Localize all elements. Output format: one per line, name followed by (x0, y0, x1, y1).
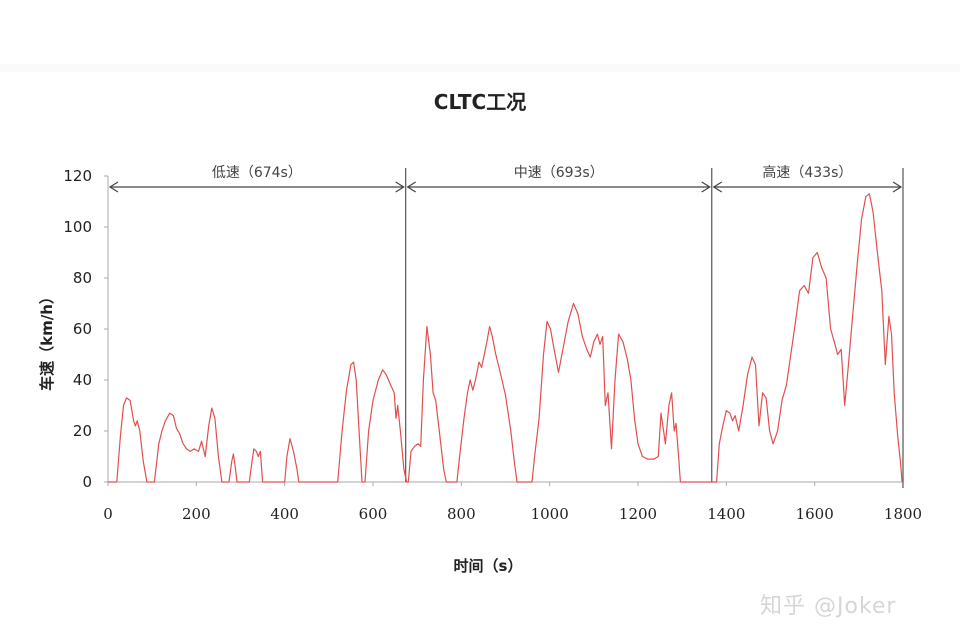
chart-title: CLTC工况 (433, 90, 527, 114)
y-ticks: 0 20 40 60 80 100 120 (63, 167, 108, 491)
x-tick-label: 600 (359, 505, 388, 523)
y-tick-label: 40 (73, 371, 92, 389)
watermark: 知乎 @Joker (760, 594, 897, 619)
y-tick-label: 0 (82, 473, 92, 491)
y-tick-label: 80 (73, 269, 92, 287)
x-axis-label: 时间（s） (454, 557, 523, 575)
arrow-left-icon (712, 181, 723, 193)
y-tick-label: 100 (63, 218, 92, 236)
x-tick-label: 1200 (619, 505, 657, 523)
x-tick-label: 800 (447, 505, 476, 523)
arrow-right-icon (701, 181, 711, 193)
background-band (0, 64, 960, 72)
y-tick-label: 60 (73, 320, 92, 338)
x-tick-label: 1400 (707, 505, 745, 523)
y-axis-label: 车速（km/h） (38, 289, 56, 391)
segment-label: 低速（674s） (212, 165, 302, 181)
x-tick-label: 400 (270, 505, 299, 523)
arrow-left-icon (406, 181, 417, 193)
x-tick-label: 200 (182, 505, 211, 523)
x-tick-label: 1800 (884, 505, 922, 523)
segment-label: 中速（693s） (514, 165, 604, 181)
segment-markers: 低速（674s） 中速（693s） 高速（433s） (108, 164, 904, 488)
y-tick-label: 20 (73, 422, 92, 440)
x-ticks: 0 200 400 600 800 1000 1200 1400 1600 1800 (103, 482, 922, 523)
x-tick-label: 1000 (531, 505, 569, 523)
arrow-right-icon (892, 181, 903, 193)
arrow-right-icon (395, 181, 405, 193)
arrow-left-icon (108, 181, 119, 193)
segment-label: 高速（433s） (762, 164, 852, 181)
x-tick-label: 1600 (796, 505, 834, 523)
speed-curve (108, 193, 903, 483)
x-tick-label: 0 (103, 505, 113, 523)
y-tick-label: 120 (63, 167, 92, 185)
